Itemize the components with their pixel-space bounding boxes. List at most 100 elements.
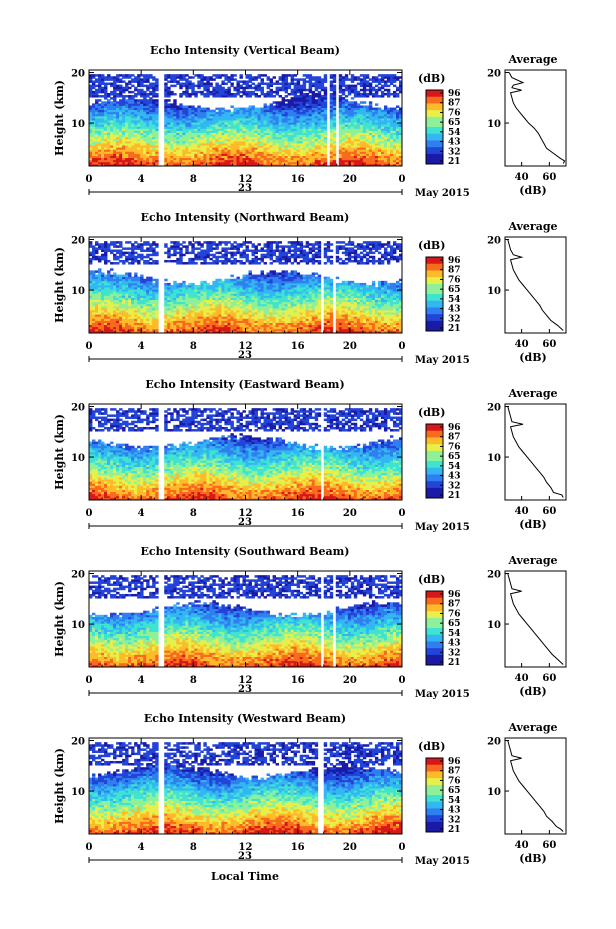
heatmap-cell [188, 136, 192, 140]
heatmap-cell [200, 120, 204, 123]
heatmap-cell [239, 80, 243, 83]
heatmap-cell [110, 103, 114, 106]
heatmap-cell [131, 80, 135, 83]
heatmap-cell [299, 101, 304, 104]
heatmap-cell [146, 101, 150, 104]
heatmap-cell [278, 107, 283, 111]
heatmap-cell [284, 113, 289, 117]
heatmap-cell [170, 134, 174, 138]
heatmap-cell [332, 109, 337, 113]
heatmap-cell [284, 140, 289, 144]
heatmap-cell [122, 124, 126, 127]
heatmap-cell [272, 163, 276, 167]
heatmap-cell [212, 157, 216, 161]
heatmap-cell [179, 243, 183, 246]
heatmap-cell [191, 124, 195, 127]
heatmap-cell [200, 149, 204, 152]
heatmap-cell [275, 140, 280, 144]
heatmap-cell [146, 103, 150, 106]
heatmap-cell [146, 84, 150, 88]
heatmap-cell [230, 84, 234, 88]
heatmap-cell [95, 274, 99, 278]
heatmap-cell [332, 111, 337, 115]
heatmap-cell [299, 134, 304, 138]
heatmap-cell [122, 107, 126, 111]
heatmap-cell [392, 107, 397, 111]
heatmap-cell [110, 90, 114, 94]
heatmap-cell [92, 161, 96, 165]
heatmap-cell [323, 151, 328, 154]
heatmap-cell [323, 115, 328, 119]
heatmap-cell [164, 99, 168, 102]
heatmap-cell [251, 153, 255, 156]
heatmap-cell [191, 122, 195, 125]
heatmap-cell [305, 145, 310, 148]
heatmap-cell [113, 111, 117, 115]
heatmap-cell [110, 115, 114, 119]
heatmap-cell [131, 145, 135, 148]
heatmap-cell [251, 122, 255, 125]
heatmap-cell [308, 153, 313, 156]
heatmap-cell [317, 126, 322, 129]
heatmap-cell [293, 99, 298, 102]
x-tick-label: 0 [399, 174, 406, 185]
heatmap-cell [146, 107, 150, 111]
heatmap-cell [293, 111, 298, 115]
heatmap-cell [218, 140, 222, 144]
heatmap-cell [233, 157, 237, 161]
heatmap-cell [284, 103, 289, 106]
heatmap-cell [269, 132, 273, 136]
heatmap-cell [212, 161, 216, 165]
heatmap-cell [317, 80, 322, 83]
heatmap-cell [113, 159, 117, 163]
heatmap-cell [338, 159, 343, 163]
heatmap-cell [143, 138, 147, 142]
heatmap-cell [311, 130, 316, 134]
heatmap-cell [341, 128, 346, 131]
heatmap-cell [227, 130, 231, 134]
heatmap-cell [101, 88, 105, 92]
heatmap-cell [149, 118, 153, 121]
heatmap-cell [185, 245, 189, 248]
heatmap-cell [149, 124, 153, 127]
heatmap-cell [287, 130, 292, 134]
heatmap-cell [116, 241, 120, 244]
heatmap-cell [314, 107, 319, 111]
heatmap-cell [191, 147, 195, 150]
heatmap-cell [212, 132, 216, 136]
heatmap-cell [320, 95, 325, 98]
heatmap-cell [233, 155, 237, 159]
heatmap-cell [236, 163, 240, 167]
heatmap-cell [146, 163, 150, 167]
heatmap-cell [212, 113, 216, 117]
heatmap-cell [134, 111, 138, 115]
heatmap-cell [116, 86, 120, 90]
heatmap-cell [122, 86, 126, 90]
heatmap-cell [89, 92, 93, 96]
heatmap-cell [299, 132, 304, 136]
heatmap-cell [293, 84, 298, 88]
heatmap-cell [125, 143, 129, 146]
heatmap-cell [128, 153, 132, 156]
heatmap-cell [134, 113, 138, 117]
heatmap-cell [302, 105, 307, 108]
heatmap-cell [281, 138, 286, 142]
heatmap-cell [308, 159, 313, 163]
heatmap-cell [260, 113, 264, 117]
heatmap-cell [164, 111, 168, 115]
heatmap-cell [260, 149, 264, 152]
heatmap-cell [305, 130, 310, 134]
heatmap-cell [263, 161, 267, 165]
heatmap-cell [95, 126, 99, 129]
heatmap-cell [314, 128, 319, 131]
heatmap-cell [200, 124, 204, 127]
heatmap-cell [167, 80, 171, 83]
heatmap-cell [128, 90, 132, 94]
heatmap-cell [281, 130, 286, 134]
heatmap-cell [179, 155, 183, 159]
heatmap-cell [344, 124, 349, 127]
heatmap-cell [347, 113, 352, 117]
heatmap-cell [200, 132, 204, 136]
heatmap-cell [122, 90, 126, 94]
heatmap-cell [305, 147, 310, 150]
